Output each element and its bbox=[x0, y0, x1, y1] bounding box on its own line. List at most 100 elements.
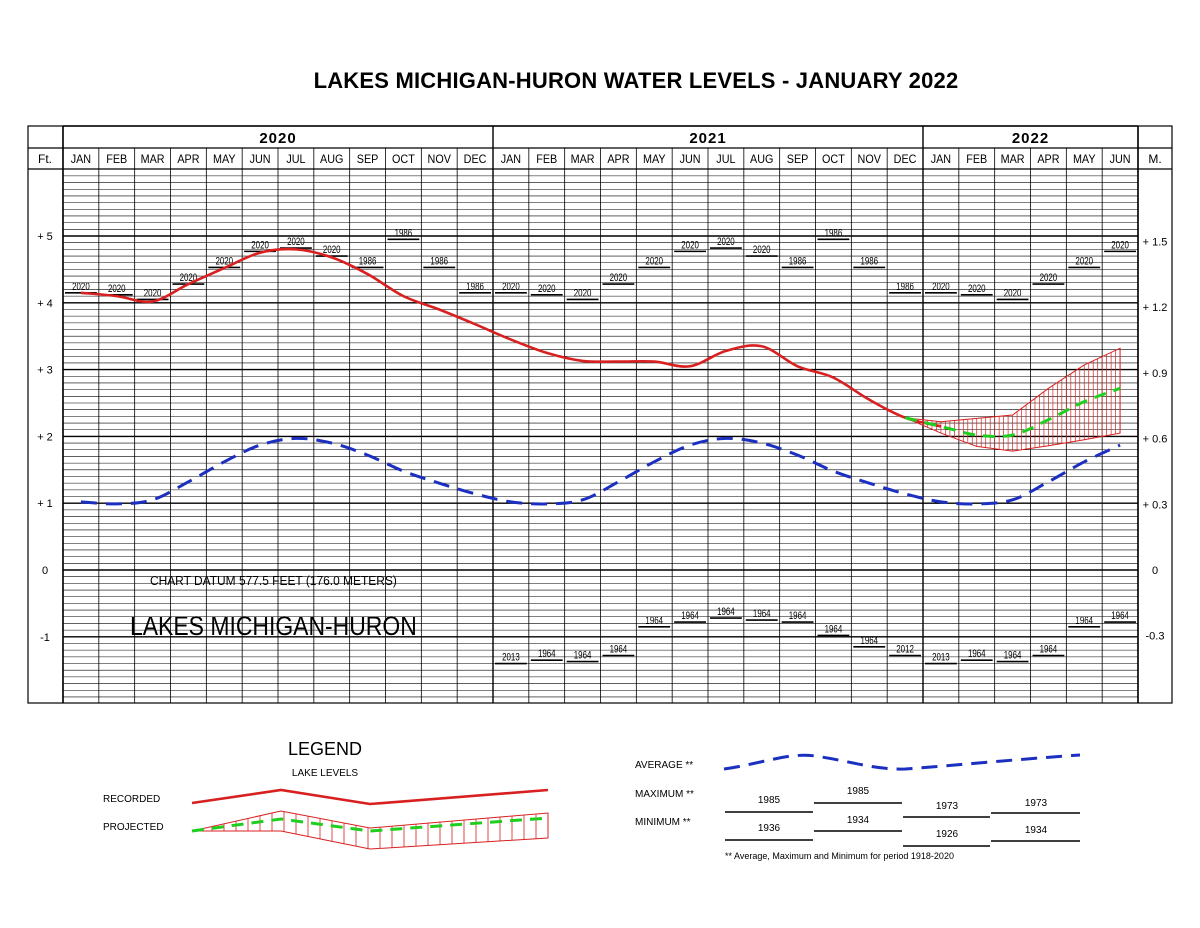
recorded-series-line bbox=[80, 247, 942, 428]
minimum-year-label: 1964 bbox=[753, 608, 771, 621]
legend-footnote: ** Average, Maximum and Minimum for peri… bbox=[725, 851, 954, 861]
maximum-year-label: 2020 bbox=[144, 287, 162, 300]
month-label: OCT bbox=[392, 154, 415, 167]
legend-title: LEGEND bbox=[288, 739, 362, 759]
legend-recorded-sample bbox=[191, 788, 549, 806]
month-label: NOV bbox=[428, 154, 452, 167]
minimum-year-label: 1964 bbox=[1040, 643, 1058, 656]
maximum-year-label: 1986 bbox=[430, 255, 448, 268]
minimum-year-label: 2013 bbox=[502, 651, 520, 664]
month-label: FEB bbox=[536, 154, 557, 167]
maximum-year-label: 2020 bbox=[932, 281, 950, 294]
month-label: SEP bbox=[787, 154, 809, 167]
month-label: MAY bbox=[1073, 154, 1096, 167]
maximum-year-label: 2020 bbox=[1004, 287, 1022, 300]
lake-name-label: LAKES MICHIGAN-HURON bbox=[130, 611, 417, 641]
maximum-year-label: 1986 bbox=[395, 227, 413, 240]
maximum-year-label: 2020 bbox=[108, 283, 126, 296]
minimum-year-label: 1964 bbox=[681, 610, 699, 623]
legend-min-year-4: 1934 bbox=[1025, 825, 1048, 836]
maximum-year-label: 1986 bbox=[359, 255, 377, 268]
month-label: JUN bbox=[250, 154, 271, 167]
month-label: AUG bbox=[320, 154, 344, 167]
minimum-year-label: 1964 bbox=[1111, 610, 1129, 623]
month-label: APR bbox=[1037, 154, 1059, 167]
left-tick-label: + 5 bbox=[37, 231, 53, 243]
right-tick-label: + 0.9 bbox=[1143, 368, 1168, 380]
series bbox=[80, 247, 1121, 506]
month-label: SEP bbox=[357, 154, 379, 167]
axes: + 5 + 4 + 3 + 2 + 1 0 -1 + 1.5 + 1.2 + 0.9 + 0.6 + … bbox=[37, 231, 1167, 644]
minimum-year-label: 1964 bbox=[717, 606, 735, 619]
month-label: JUL bbox=[716, 154, 735, 167]
legend-projected-sample bbox=[191, 816, 549, 833]
month-label: OCT bbox=[822, 154, 845, 167]
year-label: 2022 bbox=[1012, 130, 1049, 147]
legend-max-year-3: 1973 bbox=[936, 801, 959, 812]
maximum-year-label: 1986 bbox=[825, 227, 843, 240]
legend-min-year-2: 1934 bbox=[847, 815, 870, 826]
left-tick-label: 0 bbox=[42, 565, 48, 577]
right-tick-label: 0 bbox=[1152, 565, 1158, 577]
month-label: MAY bbox=[643, 154, 666, 167]
month-label: JUN bbox=[680, 154, 701, 167]
legend: LEGEND LAKE LEVELS RECORDED PROJECTED AV… bbox=[103, 739, 1081, 861]
maximum-year-label: 2020 bbox=[968, 283, 986, 296]
projected-series-line bbox=[904, 386, 1121, 439]
legend-subtitle: LAKE LEVELS bbox=[292, 768, 358, 779]
month-label: FEB bbox=[106, 154, 127, 167]
right-unit-label: M. bbox=[1148, 152, 1161, 166]
maximum-year-label: 2020 bbox=[323, 244, 341, 257]
left-tick-label: + 4 bbox=[37, 298, 53, 310]
minimum-year-label: 1964 bbox=[645, 615, 663, 628]
month-label: FEB bbox=[966, 154, 987, 167]
right-tick-label: + 0.3 bbox=[1143, 500, 1168, 512]
month-label: JAN bbox=[71, 154, 91, 167]
month-label: APR bbox=[607, 154, 629, 167]
maximum-year-label: 2020 bbox=[251, 239, 269, 252]
legend-recorded-label: RECORDED bbox=[103, 794, 160, 805]
minimum-year-label: 1964 bbox=[825, 623, 843, 636]
month-label: DEC bbox=[894, 154, 917, 167]
legend-minimum-label: MINIMUM ** bbox=[635, 817, 691, 828]
legend-max-year-2: 1985 bbox=[847, 786, 870, 797]
legend-maximum-label: MAXIMUM ** bbox=[635, 789, 694, 800]
grid bbox=[27, 125, 1173, 704]
legend-max-year-1: 1985 bbox=[758, 795, 781, 806]
year-label: 2020 bbox=[259, 130, 296, 147]
month-label: NOV bbox=[858, 154, 882, 167]
month-label: MAR bbox=[571, 154, 595, 167]
average-series-line bbox=[80, 436, 1121, 506]
right-tick-label: -0.3 bbox=[1146, 630, 1165, 642]
maximum-year-label: 2020 bbox=[645, 255, 663, 268]
maximum-year-label: 2020 bbox=[1111, 239, 1129, 252]
legend-min-year-3: 1926 bbox=[936, 829, 959, 840]
legend-average-label: AVERAGE ** bbox=[635, 760, 693, 771]
minimum-year-label: 2013 bbox=[932, 651, 950, 664]
minimum-year-label: 2012 bbox=[896, 643, 914, 656]
left-tick-label: + 1 bbox=[37, 498, 53, 510]
month-label: APR bbox=[177, 154, 199, 167]
maximum-year-label: 2020 bbox=[1075, 255, 1093, 268]
maximum-year-label: 2020 bbox=[574, 287, 592, 300]
month-label: DEC bbox=[464, 154, 487, 167]
maximum-year-label: 2020 bbox=[1040, 272, 1058, 285]
maximum-year-label: 2020 bbox=[538, 283, 556, 296]
maximum-year-label: 1986 bbox=[466, 281, 484, 294]
month-label: JUN bbox=[1110, 154, 1131, 167]
chart-datum-label: CHART DATUM 577.5 FEET (176.0 METERS) bbox=[150, 574, 397, 589]
month-label: AUG bbox=[750, 154, 774, 167]
legend-min-year-1: 1936 bbox=[758, 823, 781, 834]
minimum-year-label: 1964 bbox=[1075, 615, 1093, 628]
chart-title: LAKES MICHIGAN-HURON WATER LEVELS - JANU… bbox=[313, 68, 959, 93]
legend-max-year-4: 1973 bbox=[1025, 798, 1048, 809]
maximum-year-label: 2020 bbox=[502, 281, 520, 294]
minimum-year-label: 1964 bbox=[1004, 649, 1022, 662]
right-tick-label: + 0.6 bbox=[1143, 433, 1168, 445]
year-label: 2021 bbox=[689, 130, 726, 147]
maximum-year-label: 2020 bbox=[681, 239, 699, 252]
right-tick-label: + 1.2 bbox=[1143, 302, 1168, 314]
minimum-year-label: 1964 bbox=[860, 635, 878, 648]
month-label: JAN bbox=[501, 154, 521, 167]
